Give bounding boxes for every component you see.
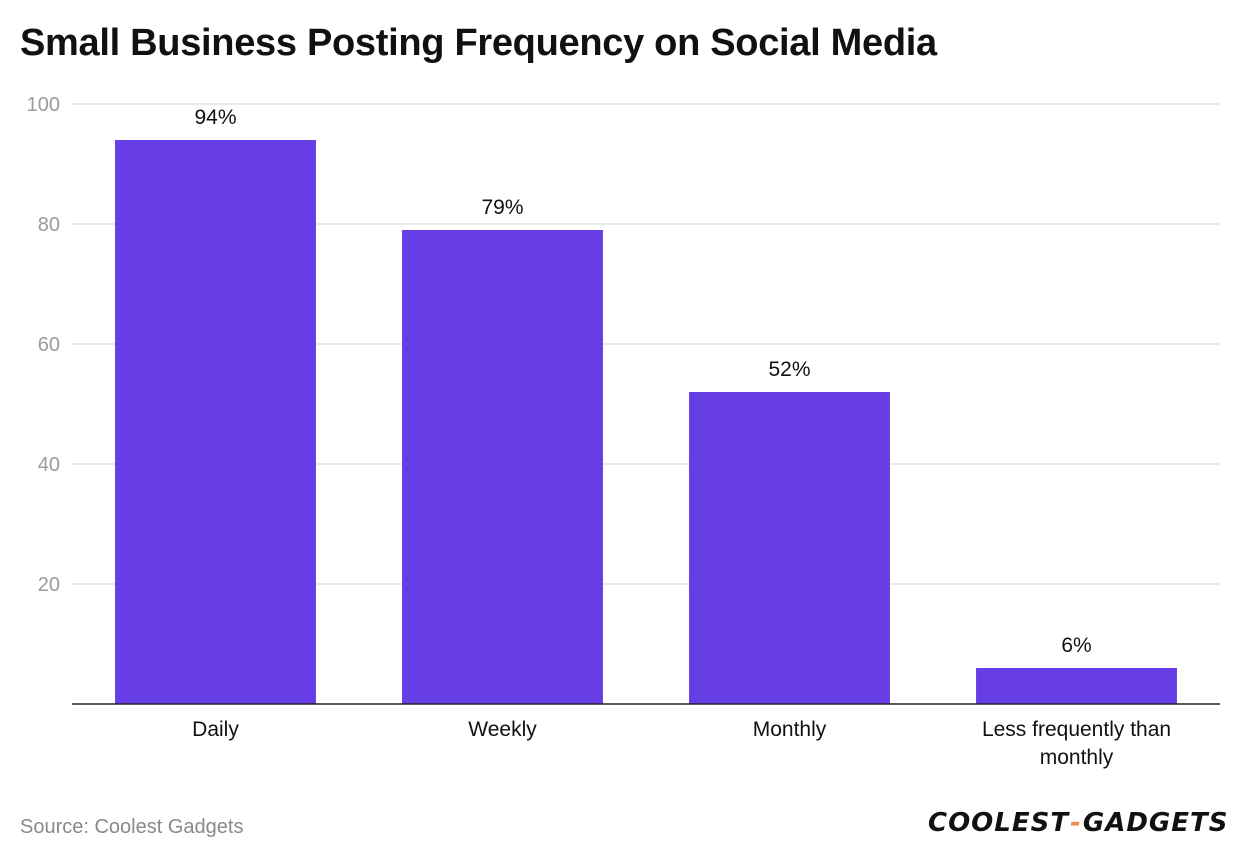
x-tick-label: Less frequently than monthly (982, 718, 1171, 769)
bar-3 (976, 668, 1177, 704)
y-tick-label: 80 (38, 214, 60, 236)
logo-separator: - (1070, 808, 1082, 838)
data-label: 94% (194, 106, 236, 129)
y-tick-label: 60 (38, 334, 60, 356)
source-note: Source: Coolest Gadgets (20, 816, 244, 838)
data-label: 6% (1061, 634, 1091, 657)
logo-text-left: COOLEST (928, 808, 1070, 838)
bar-1 (402, 230, 603, 704)
chart-title: Small Business Posting Frequency on Soci… (20, 22, 937, 64)
x-axis-ticks: Daily Weekly Monthly Less frequently than mo… (192, 718, 1171, 769)
y-axis-ticks: 20 40 60 80 100 (27, 94, 60, 596)
data-labels: 94% 79% 52% 6% (194, 106, 1091, 657)
brand-logo: COOLEST-GADGETS (928, 808, 1228, 838)
bars (115, 140, 1177, 704)
y-tick-label: 100 (27, 94, 60, 116)
x-tick-label: Monthly (753, 718, 827, 741)
x-tick-label: Daily (192, 718, 239, 741)
logo-text-right: GADGETS (1082, 808, 1229, 838)
y-tick-label: 20 (38, 574, 60, 596)
bar-2 (689, 392, 890, 704)
data-label: 52% (768, 358, 810, 381)
bar-0 (115, 140, 316, 704)
x-tick-label: Weekly (468, 718, 537, 741)
y-tick-label: 40 (38, 454, 60, 476)
data-label: 79% (481, 196, 523, 219)
